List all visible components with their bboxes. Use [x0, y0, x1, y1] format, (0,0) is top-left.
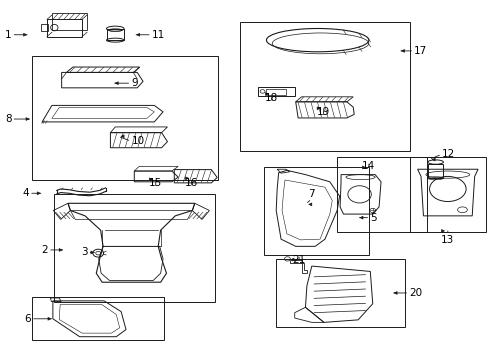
- Text: 14: 14: [362, 161, 375, 171]
- Bar: [106, 29, 124, 40]
- Bar: [409, 157, 485, 232]
- Text: 12: 12: [441, 149, 454, 159]
- Bar: [54, 194, 215, 302]
- Text: 15: 15: [149, 178, 162, 188]
- Text: 16: 16: [185, 178, 198, 188]
- Bar: [264, 167, 368, 255]
- Text: 17: 17: [413, 46, 427, 56]
- Bar: [266, 89, 285, 95]
- Bar: [41, 24, 47, 31]
- Text: 11: 11: [152, 30, 165, 40]
- Text: 8: 8: [5, 114, 11, 124]
- Bar: [336, 157, 427, 232]
- Bar: [32, 297, 163, 339]
- Text: 4: 4: [22, 188, 29, 198]
- Bar: [257, 87, 294, 96]
- Text: 13: 13: [440, 235, 453, 245]
- Text: 1: 1: [5, 30, 11, 40]
- Text: 19: 19: [316, 107, 329, 117]
- Text: 5: 5: [369, 213, 376, 222]
- Bar: [276, 259, 405, 327]
- Bar: [239, 22, 409, 151]
- Bar: [32, 56, 217, 180]
- Text: 20: 20: [408, 288, 422, 298]
- Text: 3: 3: [81, 247, 87, 257]
- Text: 21: 21: [292, 255, 305, 265]
- Text: 9: 9: [131, 78, 138, 88]
- Text: 2: 2: [41, 245, 48, 255]
- Text: 10: 10: [131, 136, 144, 146]
- Text: 18: 18: [264, 93, 278, 103]
- Text: 7: 7: [308, 189, 314, 199]
- Text: 6: 6: [24, 314, 31, 324]
